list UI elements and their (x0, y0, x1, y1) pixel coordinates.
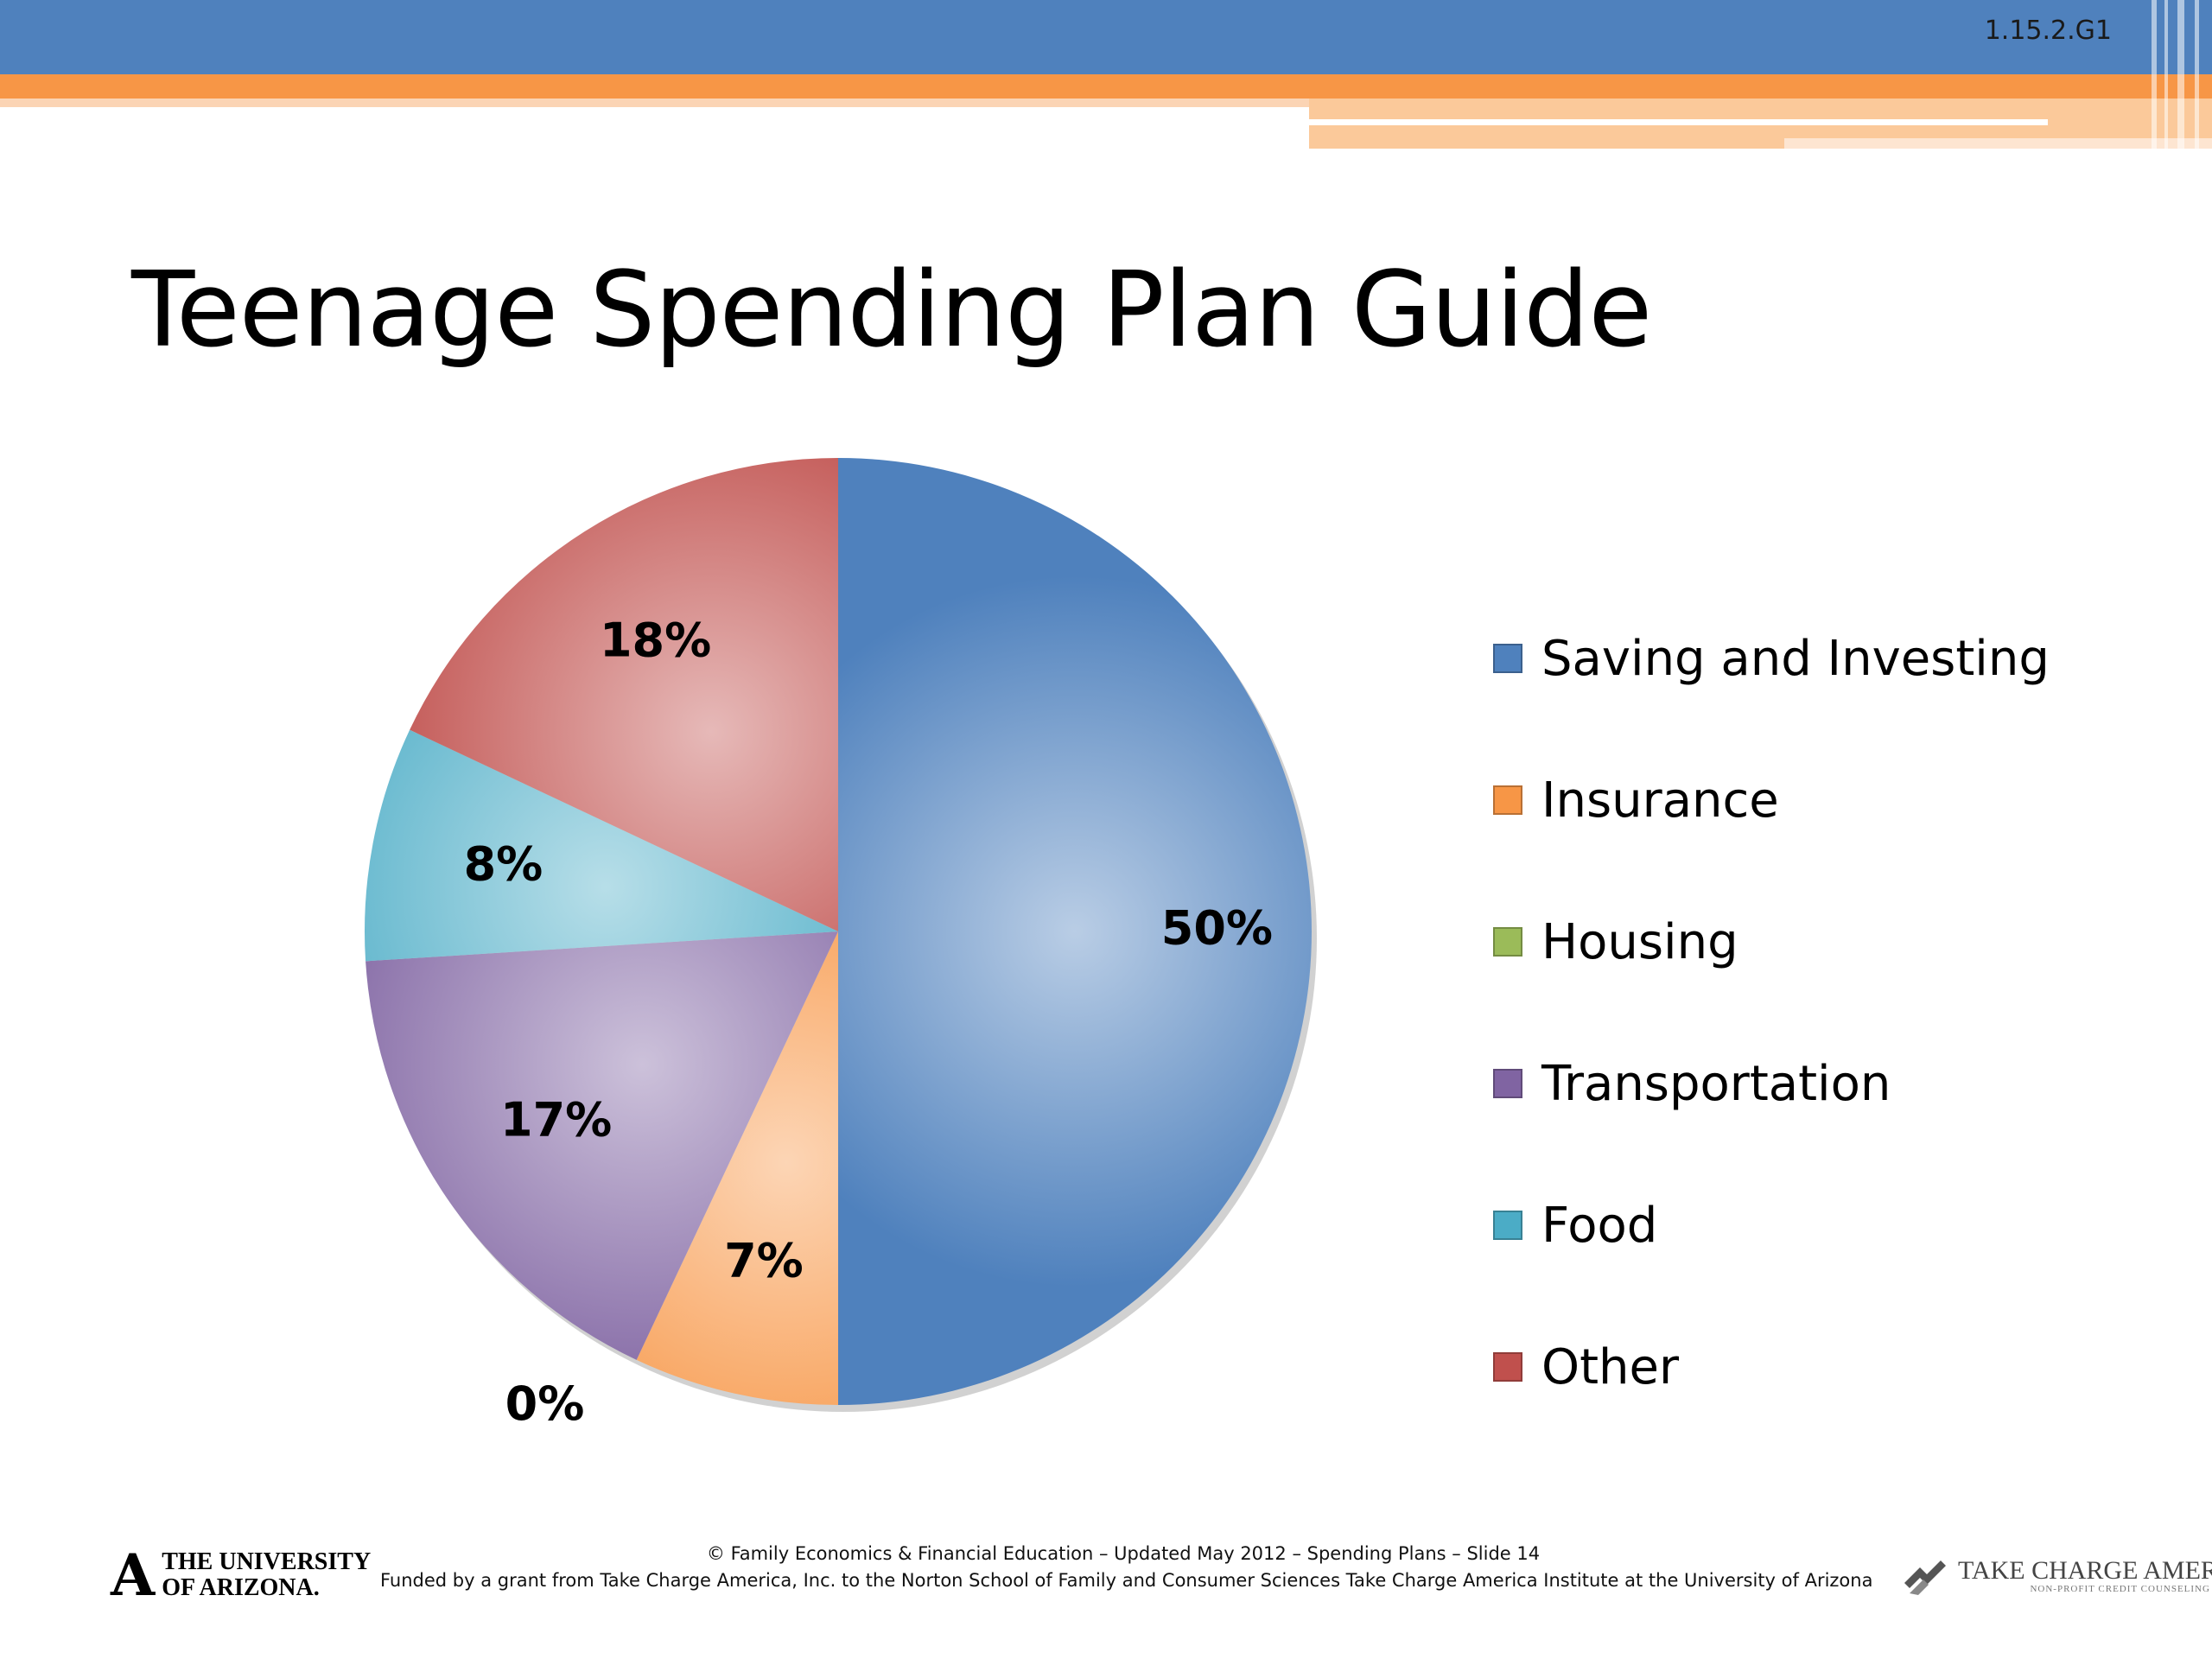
legend-item: Transportation (1493, 1013, 2150, 1154)
legend-swatch (1493, 1352, 1522, 1382)
pie-data-label: 17% (500, 1092, 612, 1147)
legend-label: Transportation (1541, 1055, 1891, 1112)
pie-data-label: 18% (600, 613, 711, 668)
tca-name: TAKE CHARGE AMERICA® (1958, 1556, 2212, 1585)
footer-funding: Funded by a grant from Take Charge Ameri… (380, 1570, 1873, 1591)
slide-title: Teenage Spending Plan Guide (131, 251, 1652, 371)
pie-data-label: 8% (464, 837, 543, 892)
pie-data-label: 50% (1161, 901, 1273, 956)
take-charge-america-logo: TAKE CHARGE AMERICA® NON-PROFIT CREDIT C… (1901, 1552, 2212, 1600)
legend-item: Food (1493, 1154, 2150, 1296)
legend-label: Insurance (1541, 772, 1779, 829)
legend-swatch (1493, 1211, 1522, 1240)
footer-copyright: © Family Economics & Financial Education… (706, 1543, 1541, 1564)
header-blue-bar (0, 0, 2212, 74)
legend-item: Saving and Investing (1493, 588, 2150, 729)
header-orange-bar (0, 74, 2212, 99)
header-orange-light-bar (0, 99, 1309, 107)
legend-label: Saving and Investing (1541, 630, 2050, 687)
pie-data-label: 7% (724, 1234, 804, 1288)
slide-code: 1.15.2.G1 (1984, 16, 2112, 46)
header-edge-stripe (2152, 0, 2157, 149)
pie-data-label: 0% (505, 1376, 585, 1431)
legend-label: Housing (1541, 913, 1738, 970)
pie-slice (838, 458, 1312, 1405)
university-name-line1: THE UNIVERSITY (162, 1548, 372, 1575)
header-edge-stripe (2164, 0, 2168, 149)
pie-slice (365, 729, 838, 962)
header-edge-stripe (2177, 0, 2184, 149)
legend-label: Other (1541, 1338, 1680, 1395)
university-of-arizona-logo: A THE UNIVERSITY OF ARIZONA. (111, 1547, 371, 1604)
take-charge-america-icon (1904, 1560, 1946, 1595)
legend-item: Housing (1493, 871, 2150, 1013)
legend-swatch (1493, 785, 1522, 815)
pie-slice (410, 458, 838, 931)
pie-slice (365, 931, 838, 1360)
legend-swatch (1493, 644, 1522, 673)
legend-label: Food (1541, 1197, 1658, 1254)
legend-swatch (1493, 927, 1522, 957)
pie-slice (636, 931, 838, 1405)
header-edge-stripe (2195, 0, 2199, 149)
university-name: THE UNIVERSITY OF ARIZONA. (162, 1549, 371, 1601)
header-deco-line (1309, 119, 2048, 125)
header-deco-line-2 (1784, 138, 2212, 149)
university-a-icon: A (111, 1541, 156, 1609)
legend-item: Other (1493, 1296, 2150, 1438)
tca-subtitle: NON-PROFIT CREDIT COUNSELING (2030, 1584, 2210, 1594)
chart-legend: Saving and Investing Insurance Housing T… (1493, 588, 2150, 1438)
legend-item: Insurance (1493, 729, 2150, 871)
legend-swatch (1493, 1069, 1522, 1098)
university-name-line2: OF ARIZONA. (162, 1574, 320, 1601)
